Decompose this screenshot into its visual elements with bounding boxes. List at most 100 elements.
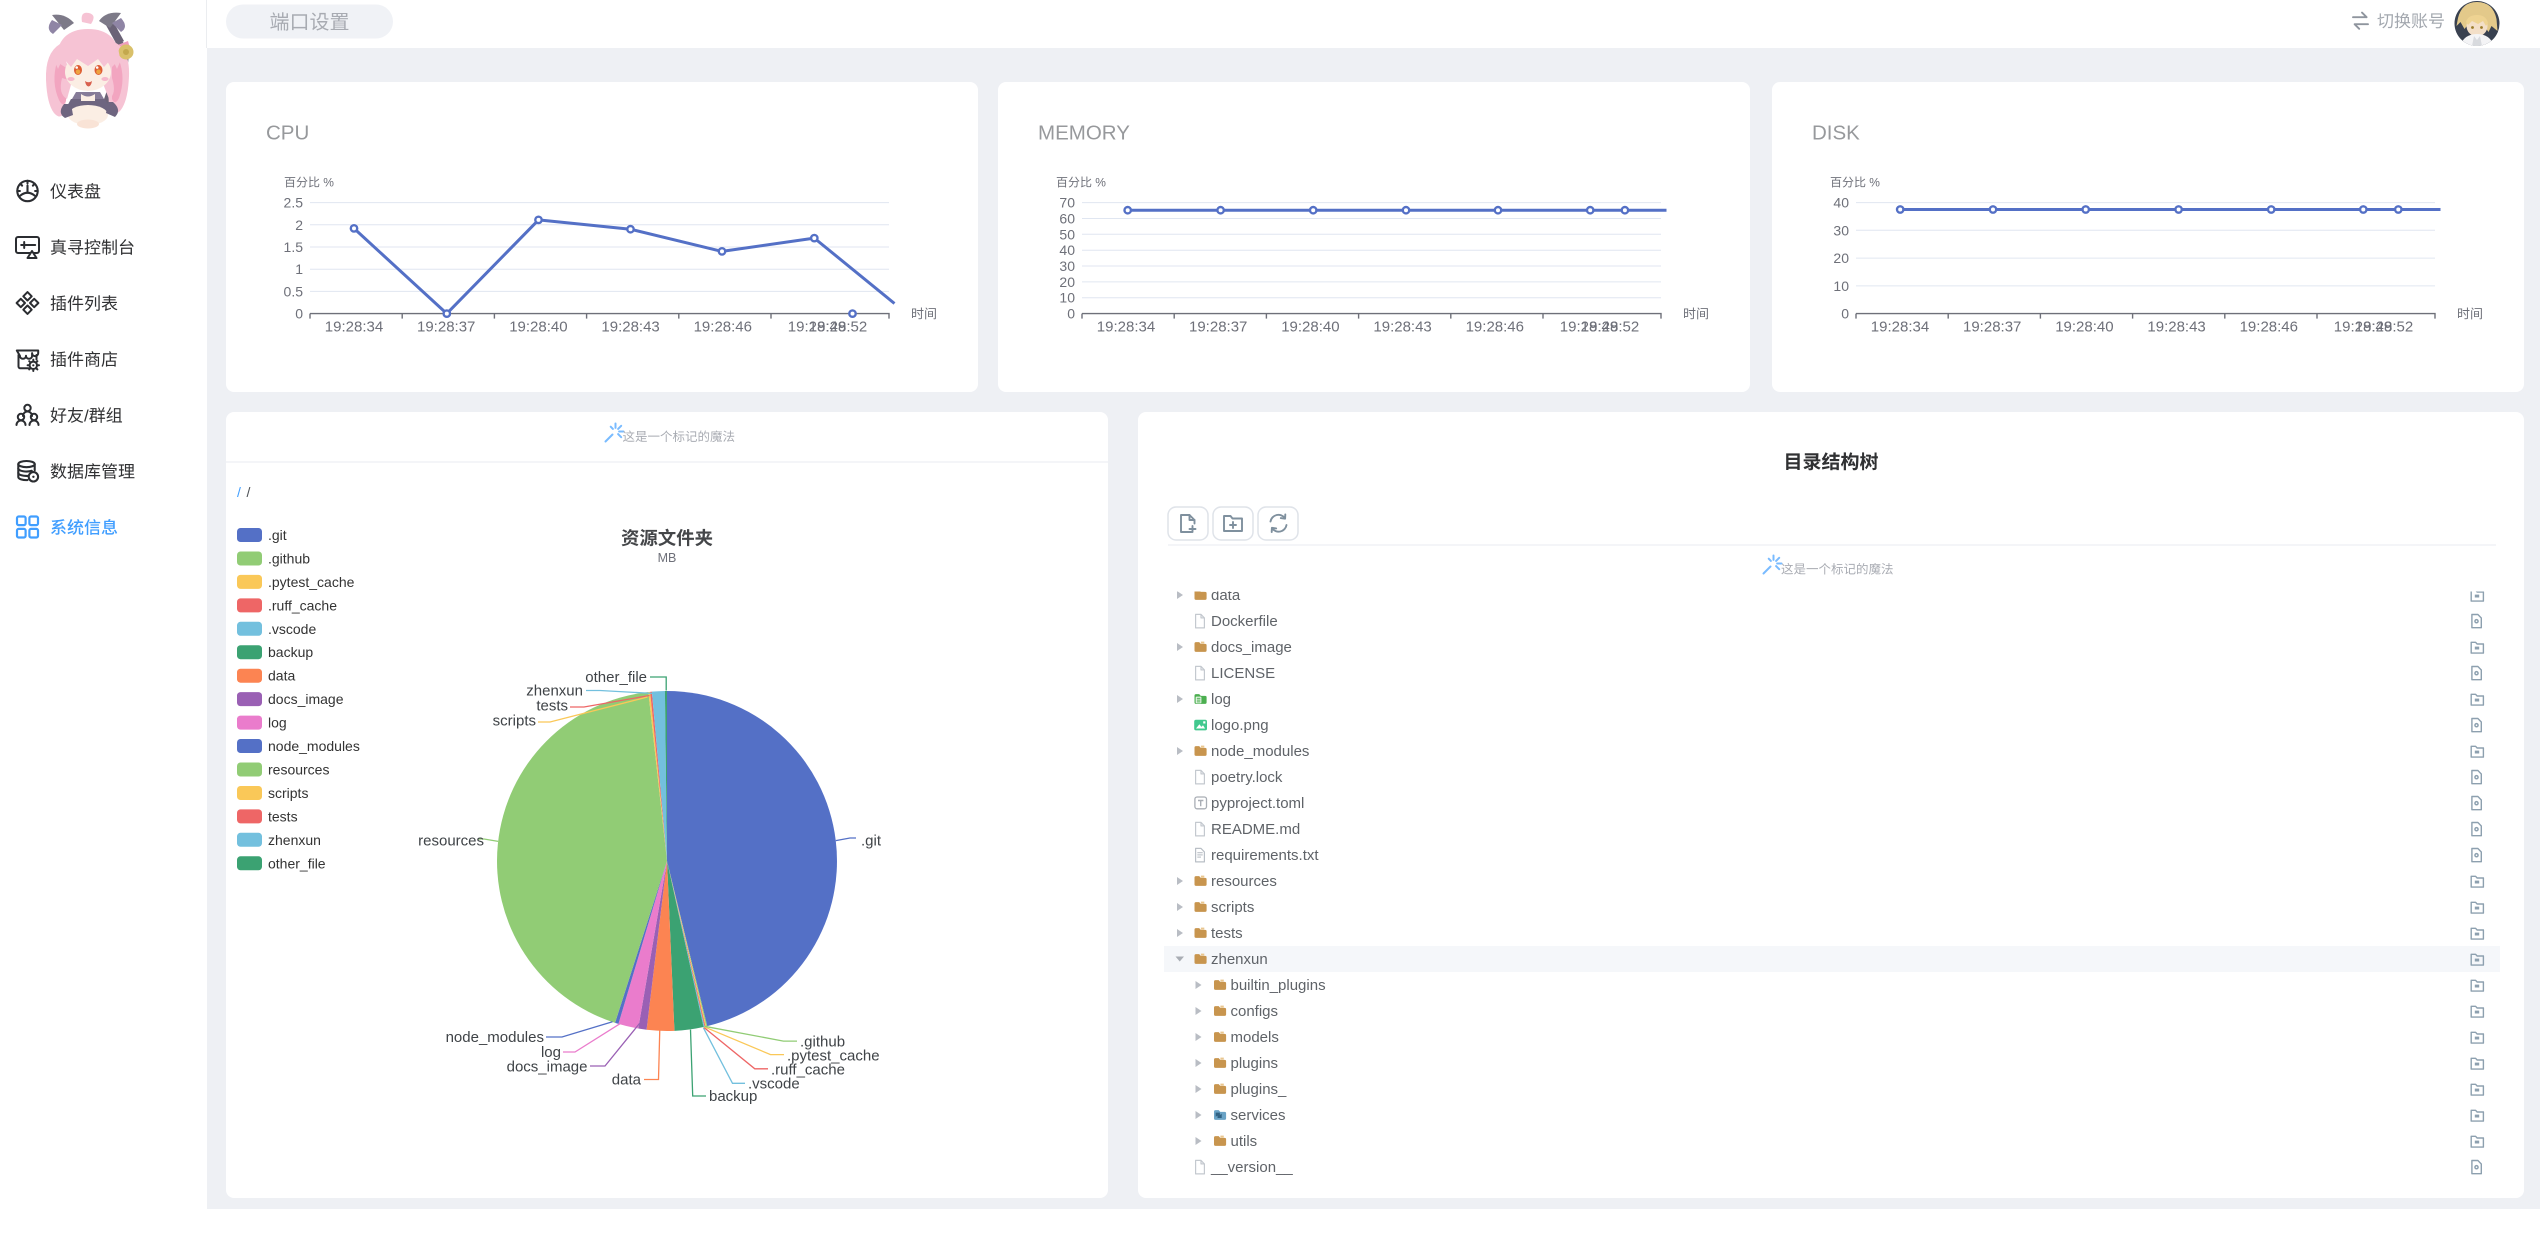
svg-text:19:28:43: 19:28:43 — [601, 319, 659, 336]
svg-text:19:28:46: 19:28:46 — [694, 319, 752, 336]
svg-text:models: models — [1231, 1029, 1279, 1046]
svg-text:10: 10 — [1059, 290, 1075, 306]
svg-text:50: 50 — [1059, 226, 1075, 242]
svg-text:docs_image: docs_image — [268, 691, 344, 707]
svg-text:resources: resources — [268, 762, 329, 778]
svg-text:2: 2 — [295, 217, 303, 233]
svg-text:.git: .git — [268, 527, 287, 543]
svg-text:builtin_plugins: builtin_plugins — [1231, 977, 1326, 994]
svg-text:19:28:52: 19:28:52 — [2355, 319, 2413, 336]
svg-text:19:28:49: 19:28:49 — [1560, 319, 1618, 336]
svg-text:0: 0 — [295, 306, 303, 322]
svg-text:.pytest_cache: .pytest_cache — [787, 1048, 880, 1065]
svg-text:40: 40 — [1833, 195, 1849, 211]
svg-text:1.5: 1.5 — [284, 239, 304, 255]
svg-text:.vscode: .vscode — [268, 621, 316, 637]
svg-text:backup: backup — [268, 644, 313, 660]
svg-text:Dockerfile: Dockerfile — [1211, 613, 1278, 630]
svg-text:tests: tests — [536, 698, 568, 715]
svg-text:/: / — [247, 484, 251, 500]
svg-text:19:28:37: 19:28:37 — [1189, 319, 1247, 336]
svg-text:zhenxun: zhenxun — [268, 832, 321, 848]
svg-text:19:28:40: 19:28:40 — [509, 319, 567, 336]
svg-text:poetry.lock: poetry.lock — [1211, 769, 1283, 786]
svg-text:zhenxun: zhenxun — [1211, 951, 1268, 968]
svg-text:LICENSE: LICENSE — [1211, 665, 1275, 682]
svg-text:19:28:34: 19:28:34 — [1871, 319, 1929, 336]
svg-text:data: data — [1211, 587, 1241, 604]
svg-text:1: 1 — [295, 261, 303, 277]
svg-text:scripts: scripts — [268, 785, 308, 801]
svg-text:%: % — [323, 176, 334, 190]
svg-text:resources: resources — [418, 833, 484, 850]
svg-text:node_modules: node_modules — [1211, 743, 1309, 760]
svg-text:19:28:49: 19:28:49 — [2334, 319, 2392, 336]
svg-text:/: / — [237, 484, 241, 500]
svg-text:20: 20 — [1059, 274, 1075, 290]
svg-text:.github: .github — [268, 551, 310, 567]
svg-text:docs_image: docs_image — [1211, 639, 1292, 656]
svg-text:20: 20 — [1833, 250, 1849, 266]
svg-text:30: 30 — [1059, 258, 1075, 274]
svg-text:.vscode: .vscode — [748, 1076, 800, 1093]
svg-text:19:28:52: 19:28:52 — [809, 319, 867, 336]
svg-text:MEMORY: MEMORY — [1038, 122, 1130, 145]
svg-text:plugins: plugins — [1231, 1055, 1279, 1072]
svg-text:CPU: CPU — [266, 122, 309, 145]
svg-text:tests: tests — [1211, 925, 1243, 942]
svg-text:other_file: other_file — [268, 855, 326, 871]
svg-text:.github: .github — [800, 1034, 845, 1051]
svg-text:19:28:40: 19:28:40 — [1281, 319, 1339, 336]
svg-text:19:28:37: 19:28:37 — [1963, 319, 2021, 336]
svg-text:tests: tests — [268, 808, 298, 824]
svg-text:zhenxun: zhenxun — [526, 683, 583, 700]
svg-text:scripts: scripts — [1211, 899, 1254, 916]
svg-text:2.5: 2.5 — [284, 195, 304, 211]
svg-text:.ruff_cache: .ruff_cache — [268, 597, 337, 613]
svg-text:0.5: 0.5 — [284, 283, 304, 299]
svg-text:.ruff_cache: .ruff_cache — [771, 1062, 845, 1079]
svg-text:60: 60 — [1059, 211, 1075, 227]
svg-text:scripts: scripts — [493, 713, 536, 730]
svg-text:%: % — [1869, 176, 1880, 190]
svg-text:MB: MB — [658, 551, 677, 565]
svg-text:10: 10 — [1833, 278, 1849, 294]
svg-text:log: log — [1211, 691, 1231, 708]
svg-text:docs_image: docs_image — [507, 1059, 588, 1076]
svg-text:40: 40 — [1059, 242, 1075, 258]
svg-text:19:28:43: 19:28:43 — [1373, 319, 1431, 336]
svg-text:data: data — [612, 1072, 642, 1089]
svg-text:19:28:40: 19:28:40 — [2055, 319, 2113, 336]
svg-text:README.md: README.md — [1211, 821, 1300, 838]
svg-text:logo.png: logo.png — [1211, 717, 1269, 734]
svg-text:resources: resources — [1211, 873, 1277, 890]
svg-text:19:28:46: 19:28:46 — [1466, 319, 1524, 336]
svg-text:node_modules: node_modules — [268, 738, 360, 754]
svg-text:19:28:34: 19:28:34 — [325, 319, 383, 336]
svg-text:19:28:49: 19:28:49 — [788, 319, 846, 336]
svg-text:plugins_: plugins_ — [1231, 1081, 1288, 1098]
svg-text:.pytest_cache: .pytest_cache — [268, 574, 355, 590]
svg-text:30: 30 — [1833, 222, 1849, 238]
svg-text:log: log — [268, 715, 287, 731]
svg-text:70: 70 — [1059, 195, 1075, 211]
svg-text:node_modules: node_modules — [446, 1029, 544, 1046]
svg-text:19:28:37: 19:28:37 — [417, 319, 475, 336]
svg-text:__version__: __version__ — [1210, 1159, 1293, 1176]
svg-text:backup: backup — [709, 1088, 757, 1105]
svg-text:19:28:46: 19:28:46 — [2240, 319, 2298, 336]
svg-text:.git: .git — [861, 833, 882, 850]
svg-text:0: 0 — [1067, 306, 1075, 322]
svg-text:data: data — [268, 668, 295, 684]
svg-text:pyproject.toml: pyproject.toml — [1211, 795, 1304, 812]
svg-text:19:28:52: 19:28:52 — [1581, 319, 1639, 336]
svg-text:DISK: DISK — [1812, 122, 1860, 145]
svg-text:0: 0 — [1841, 306, 1849, 322]
svg-text:19:28:34: 19:28:34 — [1097, 319, 1155, 336]
svg-text:utils: utils — [1231, 1133, 1258, 1150]
svg-text:requirements.txt: requirements.txt — [1211, 847, 1319, 864]
svg-text:19:28:43: 19:28:43 — [2147, 319, 2205, 336]
svg-text:other_file: other_file — [585, 669, 647, 686]
svg-text:log: log — [541, 1044, 561, 1061]
svg-text:/: / — [84, 407, 89, 426]
